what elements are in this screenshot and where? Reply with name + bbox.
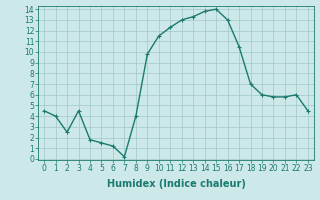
X-axis label: Humidex (Indice chaleur): Humidex (Indice chaleur) (107, 179, 245, 189)
